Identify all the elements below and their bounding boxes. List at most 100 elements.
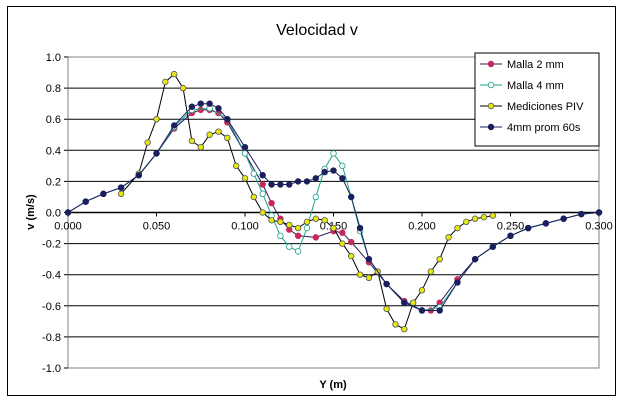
legend-marker [487, 60, 495, 68]
data-point [294, 224, 302, 232]
data-point [286, 243, 293, 250]
data-point [215, 128, 222, 135]
data-point [153, 150, 160, 157]
data-point [250, 170, 258, 177]
legend-box [474, 52, 600, 147]
legend-entry: Malla 2 mm [480, 59, 564, 71]
y-tick-label: 0.8 [46, 83, 61, 95]
data-point [454, 224, 461, 232]
legend-label: Mediciones PIV [507, 101, 584, 113]
chart-title: Velocidad v [276, 22, 358, 39]
data-point [170, 70, 178, 78]
data-point [206, 131, 213, 138]
y-tick-label: 1.0 [46, 52, 61, 64]
data-point [542, 220, 550, 227]
data-point [436, 307, 443, 314]
legend-marker [487, 81, 495, 89]
data-point [303, 218, 311, 226]
legend-marker [487, 123, 495, 131]
data-point [312, 234, 319, 241]
data-point [356, 224, 364, 232]
legend-label: Malla 2 mm [507, 59, 564, 71]
data-point [471, 255, 479, 263]
data-point [436, 255, 443, 263]
data-point [321, 217, 328, 224]
data-point [277, 218, 284, 226]
data-point [401, 325, 408, 333]
x-axis-label: Y (m) [319, 379, 347, 391]
legend: Malla 2 mm Malla 4 mm Mediciones PIV 4mm pr… [474, 52, 600, 147]
data-point [197, 100, 204, 107]
data-point [578, 210, 585, 218]
data-point [241, 150, 249, 157]
data-point [463, 218, 470, 226]
data-point [595, 209, 603, 216]
legend-entry: 4mm prom 60s [480, 122, 581, 134]
x-tick-label: 0.250 [497, 221, 525, 233]
data-point [507, 232, 514, 240]
data-point [339, 240, 346, 247]
data-point [339, 162, 346, 170]
data-point [100, 190, 107, 198]
data-point [286, 181, 293, 188]
data-point [489, 212, 496, 219]
data-point [471, 215, 479, 222]
data-point [224, 115, 231, 123]
y-axis-label: v (m/s) [25, 194, 37, 230]
data-point [330, 224, 337, 232]
data-point [330, 150, 337, 157]
legend-marker [487, 102, 495, 110]
data-point [188, 137, 196, 145]
data-point [224, 134, 231, 142]
y-tick-label: -0.4 [42, 270, 61, 282]
data-point [560, 215, 567, 222]
data-point [348, 252, 355, 260]
data-point [294, 248, 302, 255]
data-point [268, 199, 275, 207]
data-point [303, 224, 311, 232]
data-point [197, 106, 204, 114]
data-point [312, 193, 319, 201]
series-mediciones-piv [117, 70, 496, 333]
data-point [268, 181, 275, 188]
y-tick-label: -1.0 [42, 363, 61, 375]
data-point [454, 279, 461, 286]
data-point [259, 171, 266, 179]
data-point [418, 287, 426, 294]
data-point [409, 299, 417, 306]
data-point [188, 103, 196, 110]
y-tick-label: 0.6 [46, 114, 61, 126]
legend-entry: Mediciones PIV [480, 101, 584, 113]
data-point [294, 232, 302, 240]
data-point [277, 181, 284, 188]
x-tick-label: 0.050 [143, 221, 171, 233]
data-point [365, 274, 373, 282]
data-point [215, 105, 222, 112]
data-point [153, 115, 160, 123]
x-tick-label: 0.000 [54, 221, 82, 233]
data-point [348, 238, 355, 246]
data-point [277, 232, 284, 240]
y-tick-label: 0.0 [46, 208, 61, 220]
x-tick-label: 0.200 [408, 221, 436, 233]
data-point [144, 139, 151, 146]
data-point [383, 305, 390, 313]
data-point [427, 268, 435, 275]
data-point [179, 84, 187, 92]
data-point [250, 193, 258, 201]
series-line [120, 73, 493, 330]
data-point [312, 175, 319, 182]
data-point [321, 168, 328, 176]
data-point [294, 178, 302, 185]
y-tick-label: -0.2 [42, 239, 61, 251]
data-point [330, 167, 337, 174]
data-point [339, 229, 346, 236]
data-point [197, 143, 204, 151]
x-tick-label: 0.100 [231, 221, 259, 233]
data-point [241, 143, 249, 151]
series-4mm-prom-60s [64, 100, 603, 314]
data-point [401, 299, 408, 306]
series-layer [64, 70, 603, 333]
